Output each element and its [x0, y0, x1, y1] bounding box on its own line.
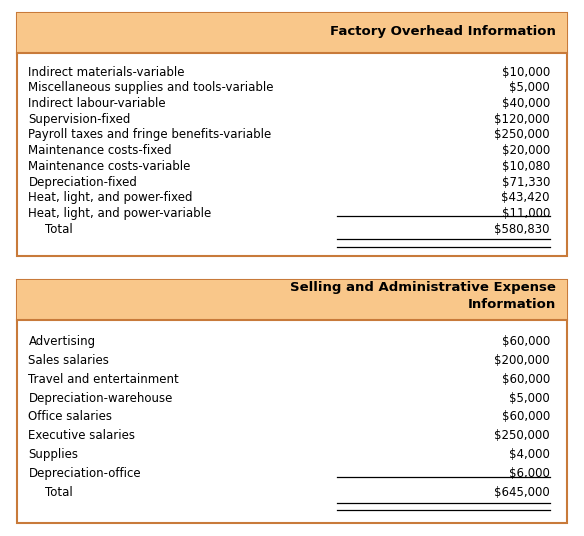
Text: Travel and entertainment: Travel and entertainment [29, 373, 179, 385]
Text: Office salaries: Office salaries [29, 411, 113, 423]
Text: Maintenance costs-fixed: Maintenance costs-fixed [29, 144, 172, 157]
Bar [18, 13, 566, 53]
Text: $60,000: $60,000 [502, 373, 550, 385]
Bar [18, 280, 566, 320]
Text: $6,000: $6,000 [509, 467, 550, 480]
Text: $5,000: $5,000 [509, 81, 550, 94]
Text: Total: Total [46, 223, 73, 236]
Text: $10,080: $10,080 [502, 160, 550, 173]
Text: $20,000: $20,000 [502, 144, 550, 157]
Text: Depreciation-warehouse: Depreciation-warehouse [29, 391, 173, 405]
Text: Executive salaries: Executive salaries [29, 429, 135, 442]
Text: Supervision-fixed: Supervision-fixed [29, 113, 131, 126]
Text: $71,330: $71,330 [502, 176, 550, 189]
Text: $60,000: $60,000 [502, 411, 550, 423]
Text: $10,000: $10,000 [502, 65, 550, 79]
Text: Heat, light, and power-variable: Heat, light, and power-variable [29, 207, 212, 220]
Text: $580,830: $580,830 [495, 223, 550, 236]
Text: $120,000: $120,000 [494, 113, 550, 126]
Text: $250,000: $250,000 [494, 129, 550, 142]
Text: $60,000: $60,000 [502, 334, 550, 348]
Text: Maintenance costs-variable: Maintenance costs-variable [29, 160, 191, 173]
Text: Sales salaries: Sales salaries [29, 354, 109, 367]
Text: Supplies: Supplies [29, 448, 78, 461]
Text: Miscellaneous supplies and tools-variable: Miscellaneous supplies and tools-variabl… [29, 81, 274, 94]
Text: $5,000: $5,000 [509, 391, 550, 405]
Text: $200,000: $200,000 [494, 354, 550, 367]
Text: $40,000: $40,000 [502, 97, 550, 110]
Text: Total: Total [46, 486, 73, 499]
Text: Indirect labour-variable: Indirect labour-variable [29, 97, 166, 110]
Text: $645,000: $645,000 [494, 486, 550, 499]
Text: $4,000: $4,000 [509, 448, 550, 461]
Text: $250,000: $250,000 [494, 429, 550, 442]
Text: Indirect materials-variable: Indirect materials-variable [29, 65, 185, 79]
Text: $43,420: $43,420 [502, 191, 550, 204]
Text: Payroll taxes and fringe benefits-variable: Payroll taxes and fringe benefits-variab… [29, 129, 272, 142]
Text: $11,000: $11,000 [502, 207, 550, 220]
Text: Factory Overhead Information: Factory Overhead Information [329, 25, 555, 38]
Text: Heat, light, and power-fixed: Heat, light, and power-fixed [29, 191, 193, 204]
Text: Selling and Administrative Expense
Information: Selling and Administrative Expense Infor… [290, 281, 555, 311]
Text: Advertising: Advertising [29, 334, 96, 348]
Text: Depreciation-office: Depreciation-office [29, 467, 141, 480]
Text: Depreciation-fixed: Depreciation-fixed [29, 176, 137, 189]
